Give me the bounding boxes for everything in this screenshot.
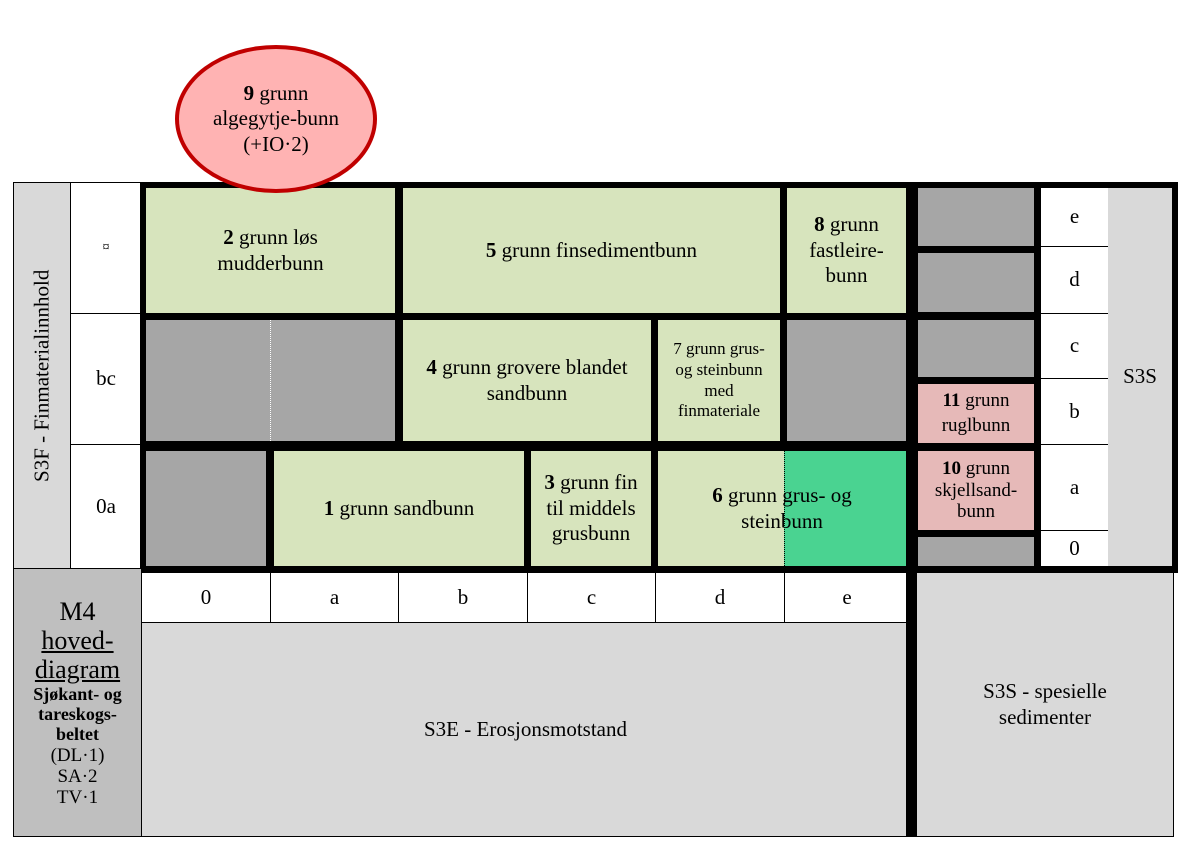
tick-e: e — [784, 572, 910, 623]
special-tick-b: b — [1041, 379, 1108, 445]
tick-d: d — [655, 572, 785, 623]
tick-c: c — [527, 572, 656, 623]
unit-2: 2 grunn løs mudderbunn — [146, 188, 395, 313]
s3s-axis-label: S3S - spesielle sedimenter — [916, 572, 1174, 837]
diagram-title-1: hoved- — [41, 625, 114, 655]
s3s-axis-label-short: S3S — [1108, 188, 1172, 566]
s3f-axis-label: S3F - Finmaterialinnhold — [13, 182, 71, 569]
empty-cell — [918, 537, 1034, 566]
special-tick-a: a — [1041, 445, 1108, 531]
unit-10: 10 grunn skjellsand-bunn — [918, 451, 1034, 530]
unit-11: 11 grunn ruglbunn — [918, 384, 1034, 443]
title-box: M4 hoved- diagram Sjøkant- og tareskogs-… — [13, 568, 142, 837]
unit-3: 3 grunn fin til middels grusbunn — [531, 451, 651, 566]
empty-cell — [918, 320, 1034, 377]
s3e-axis-label: S3E - Erosjonsmotstand — [141, 622, 910, 837]
diagram-code: M4 — [59, 596, 96, 626]
unit-1: 1 grunn sandbunn — [274, 451, 524, 566]
tick-0: 0 — [141, 572, 271, 623]
dotted-divider — [270, 320, 271, 441]
empty-cell — [918, 253, 1034, 312]
tick-a: a — [270, 572, 399, 623]
special-tick-e: e — [1041, 188, 1108, 247]
diagram-subtitle: Sjøkant- og tareskogs-beltet — [33, 684, 122, 745]
ref-sa: SA·2 — [57, 765, 98, 787]
empty-cell — [918, 188, 1034, 246]
thick-divider — [906, 570, 916, 837]
ref-dl: (DL·1) — [50, 744, 105, 766]
ref-tv: TV·1 — [56, 787, 99, 809]
special-tick-0: 0 — [1041, 531, 1108, 566]
unit-4: 4 grunn grovere blandet sandbunn — [403, 320, 651, 441]
dotted-divider — [784, 451, 785, 566]
unit-5: 5 grunn finsedimentbunn — [403, 188, 780, 313]
special-tick-d: d — [1041, 247, 1108, 314]
empty-cell — [146, 451, 266, 566]
unit-8: 8 grunn fastleire-bunn — [787, 188, 906, 313]
row-label-0a: 0a — [70, 444, 142, 569]
unit-6-background — [658, 451, 906, 566]
unit-6: 6 grunn grus- og steinbunn — [712, 482, 852, 533]
row-label-bc: bc — [70, 313, 142, 445]
unit-9-ellipse: 9 grunn algegytje-bunn (+IO·2) — [175, 45, 377, 193]
empty-cell — [787, 320, 906, 441]
unit-7: 7 grunn grus- og steinbunn med finmateri… — [658, 320, 780, 441]
diagram-title-2: diagram — [34, 654, 121, 684]
special-tick-c: c — [1041, 314, 1108, 379]
row-label-coarse: ¤ — [70, 182, 142, 314]
unit-9-label: 9 grunn algegytje-bunn (+IO·2) — [213, 80, 339, 156]
tick-b: b — [398, 572, 528, 623]
